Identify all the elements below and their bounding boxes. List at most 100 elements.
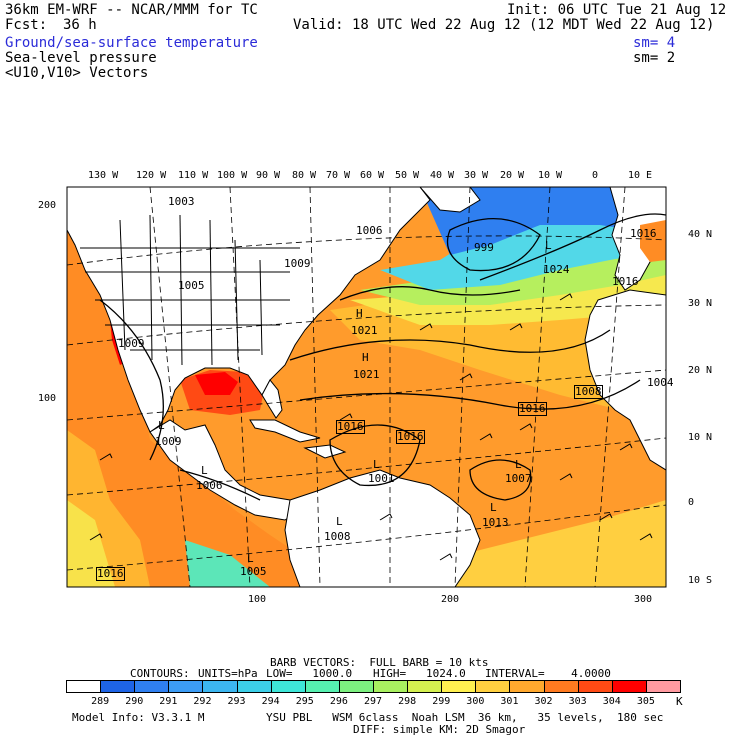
pressure-label: 1016 <box>630 227 657 240</box>
colorbar-tick-label: 293 <box>227 696 246 707</box>
pressure-label-boxed: 1008 <box>574 385 603 399</box>
lon-label: 40 W <box>430 170 455 181</box>
pressure-label: 1009 <box>284 257 311 270</box>
colorbar-unit: K <box>676 695 683 708</box>
colorbar-swatch <box>611 680 647 693</box>
colorbar-swatch <box>168 680 204 693</box>
colorbar-tick-label: 300 <box>466 696 485 707</box>
colorbar-tick-label: 294 <box>261 696 280 707</box>
pressure-label: 1005 <box>240 565 267 578</box>
colorbar-tick-label: 303 <box>568 696 587 707</box>
forecast-label: Fcst: <box>5 17 48 33</box>
diffusion-info: DIFF: simple KM: 2D Smagor <box>353 723 526 736</box>
sst-pacific <box>67 215 330 587</box>
map-frame <box>66 186 667 588</box>
contours-interval: INTERVAL= 4.0000 <box>485 667 611 680</box>
colorbar-swatch <box>645 680 681 693</box>
low-marker: L <box>515 458 522 471</box>
lon-label: 30 W <box>464 170 489 181</box>
colorbar-tick-label: 292 <box>193 696 212 707</box>
lat-label: 20 N <box>688 365 713 376</box>
pressure-label: 1009 <box>118 337 145 350</box>
pressure-label: 1007 <box>505 472 532 485</box>
init-time: Init: 06 UTC Tue 21 Aug 12 <box>507 2 727 18</box>
lon-label: 70 W <box>326 170 351 181</box>
lat-label: 10 S <box>688 575 713 586</box>
sst-south-atlantic <box>440 500 666 587</box>
pressure-label: 1016 <box>612 275 639 288</box>
pressure-label: 1008 <box>324 530 351 543</box>
grid-y-label: 200 <box>38 200 57 211</box>
greenland-land <box>419 187 481 213</box>
grid-x-label: 100 <box>248 594 267 605</box>
low-marker: L <box>490 501 497 514</box>
pressure-label: 1021 <box>353 368 380 381</box>
lon-label: 90 W <box>256 170 281 181</box>
colorbar-swatch <box>475 680 511 693</box>
pressure-label: 1001 <box>368 472 395 485</box>
isobars <box>99 213 666 501</box>
colorbar-tick-label: 301 <box>500 696 519 707</box>
colorbar-swatch <box>66 680 102 693</box>
lon-label: 100 W <box>217 170 248 181</box>
low-marker: L <box>201 464 208 477</box>
sst-pacific-south <box>185 540 270 587</box>
colorbar-tick-label: 295 <box>295 696 314 707</box>
colorbar-tick-label: 290 <box>125 696 144 707</box>
colorbar-tick-label: 298 <box>398 696 417 707</box>
lon-label: 0 <box>592 170 599 181</box>
pressure-label: 1013 <box>482 516 509 529</box>
pressure-label: 1005 <box>178 279 205 292</box>
pressure-label: 1024 <box>543 263 570 276</box>
field-sst-label: Ground/sea-surface temperature <box>5 35 258 51</box>
low-marker: L <box>247 552 254 565</box>
pressure-label-boxed: 1016 <box>336 420 365 434</box>
contours-label: CONTOURS: <box>130 667 190 680</box>
pressure-label: 1009 <box>155 435 182 448</box>
wind-barbs <box>89 293 653 561</box>
colorbar-tick-label: 289 <box>91 696 110 707</box>
pressure-label: 1006 <box>356 224 383 237</box>
colorbar-tick-label: 291 <box>159 696 178 707</box>
colorbar-swatch <box>543 680 579 693</box>
colorbar-swatch <box>270 680 306 693</box>
forecast-hours: 36 h <box>63 17 97 33</box>
colorbar-tick-label: 305 <box>636 696 655 707</box>
model-title: 36km EM-WRF -- NCAR/MMM for TC <box>5 2 258 18</box>
contours-high: HIGH= 1024.0 <box>373 667 466 680</box>
grid-x-label: 300 <box>634 594 653 605</box>
colorbar-tick-label: 302 <box>534 696 553 707</box>
sst-band-cyan <box>380 215 666 290</box>
sst-mediterranean <box>640 220 666 262</box>
lat-label: 10 N <box>688 432 713 443</box>
high-marker: H <box>362 351 369 364</box>
lat-label: 30 N <box>688 298 713 309</box>
pressure-label: 1003 <box>168 195 195 208</box>
colorbar-swatch <box>509 680 545 693</box>
contours-low: LOW= 1000.0 <box>266 667 353 680</box>
pressure-label-boxed: 1016 <box>396 430 425 444</box>
colorbar-swatch <box>202 680 238 693</box>
colorbar-swatch <box>236 680 272 693</box>
colorbar-tick-label: 297 <box>363 696 383 707</box>
low-marker: L <box>373 458 380 471</box>
colorbar-swatch <box>373 680 409 693</box>
colorbar-swatch <box>338 680 374 693</box>
south-america-land <box>284 469 481 587</box>
colorbar-tick-label: 304 <box>602 696 621 707</box>
lon-label: 120 W <box>136 170 167 181</box>
lon-label: 110 W <box>178 170 209 181</box>
pressure-label-boxed: 1016 <box>96 567 125 581</box>
low-marker: L <box>336 515 343 528</box>
sst-band-blue <box>420 187 666 255</box>
physics-info: YSU PBL WSM 6class Noah LSM 36 km, 35 le… <box>266 711 664 724</box>
pressure-label: 999 <box>474 241 494 254</box>
colorbar-tick-label: 296 <box>329 696 348 707</box>
africa-land <box>584 289 666 471</box>
colorbar-swatch <box>100 680 136 693</box>
sst-pacific-colder <box>67 500 115 587</box>
high-marker: H <box>356 307 363 320</box>
lon-label: 10 E <box>628 170 653 181</box>
lon-label: 80 W <box>292 170 317 181</box>
